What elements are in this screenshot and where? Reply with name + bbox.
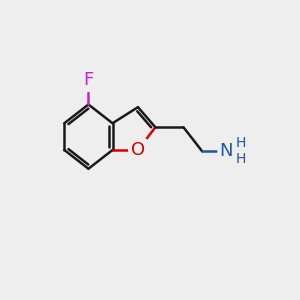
Text: H: H <box>236 136 246 150</box>
Text: N: N <box>220 142 233 160</box>
Text: H: H <box>236 152 246 167</box>
Text: O: O <box>131 141 145 159</box>
Text: F: F <box>83 71 94 89</box>
